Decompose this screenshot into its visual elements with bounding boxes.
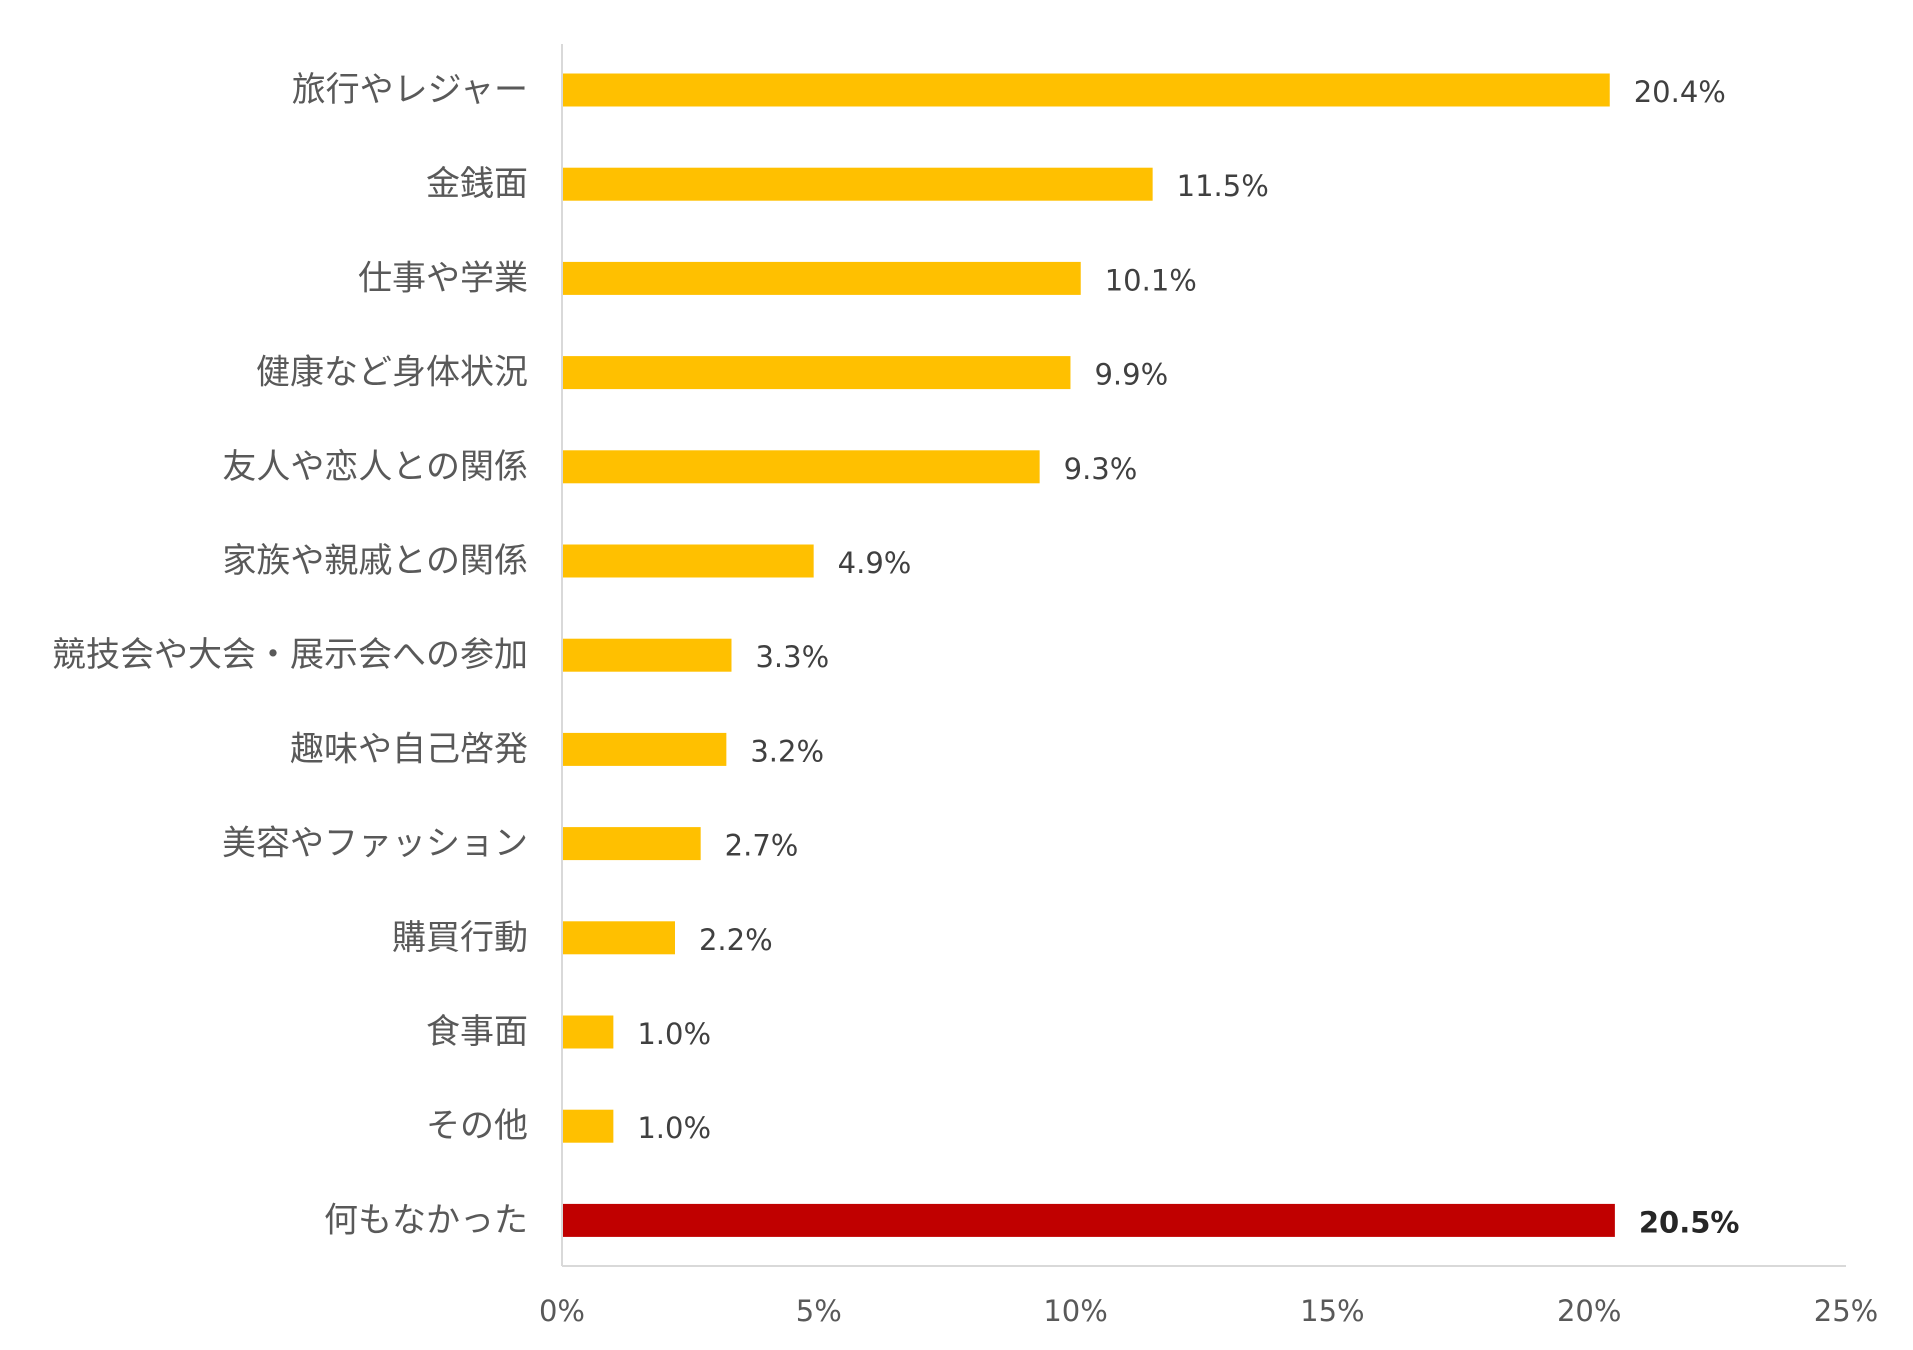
category-label: 家族や親戚との関係 <box>222 541 528 581</box>
bar <box>563 167 1153 201</box>
data-label: 9.9% <box>1094 358 1168 392</box>
x-tick-label: 5% <box>796 1294 842 1328</box>
data-label: 10.1% <box>1105 263 1197 297</box>
category-label: 何もなかった <box>324 1200 528 1240</box>
bar <box>563 638 732 672</box>
data-label: 3.3% <box>755 640 829 674</box>
data-label: 4.9% <box>838 546 912 580</box>
category-label: 旅行やレジャー <box>292 70 528 110</box>
data-label: 1.0% <box>637 1017 711 1051</box>
bar <box>563 921 675 955</box>
bar <box>563 827 701 861</box>
data-label: 2.7% <box>725 829 799 863</box>
data-label: 20.4% <box>1634 75 1726 109</box>
x-tick-label: 25% <box>1814 1294 1878 1328</box>
bar <box>563 1109 614 1143</box>
category-label: 美容やファッション <box>222 824 528 864</box>
data-label: 9.3% <box>1064 452 1138 486</box>
category-label: 金銭面 <box>426 164 528 204</box>
bar <box>563 1015 614 1049</box>
data-label: 11.5% <box>1177 169 1269 203</box>
data-label: 20.5% <box>1639 1205 1740 1239</box>
category-label: 仕事や学業 <box>358 258 528 298</box>
data-label: 1.0% <box>637 1111 711 1145</box>
category-label: 食事面 <box>426 1012 528 1052</box>
x-tick-label: 20% <box>1557 1294 1621 1328</box>
x-tick-label: 15% <box>1300 1294 1364 1328</box>
category-label: 趣味や自己啓発 <box>290 729 528 769</box>
bar <box>563 1203 1615 1237</box>
category-label: 健康など身体状況 <box>256 353 528 393</box>
bar <box>563 450 1040 484</box>
bar <box>563 261 1081 295</box>
bar <box>563 732 727 766</box>
data-label: 2.2% <box>699 923 773 957</box>
category-label: 競技会や大会・展示会への参加 <box>52 635 528 675</box>
x-tick-label: 10% <box>1043 1294 1107 1328</box>
bar <box>563 73 1610 107</box>
bar <box>563 356 1071 390</box>
x-tick-label: 0% <box>539 1294 585 1328</box>
bar <box>563 544 814 578</box>
category-label: 購買行動 <box>392 918 528 958</box>
data-label: 3.2% <box>750 734 824 768</box>
category-label: その他 <box>426 1106 528 1146</box>
category-label: 友人や恋人との関係 <box>222 447 528 487</box>
